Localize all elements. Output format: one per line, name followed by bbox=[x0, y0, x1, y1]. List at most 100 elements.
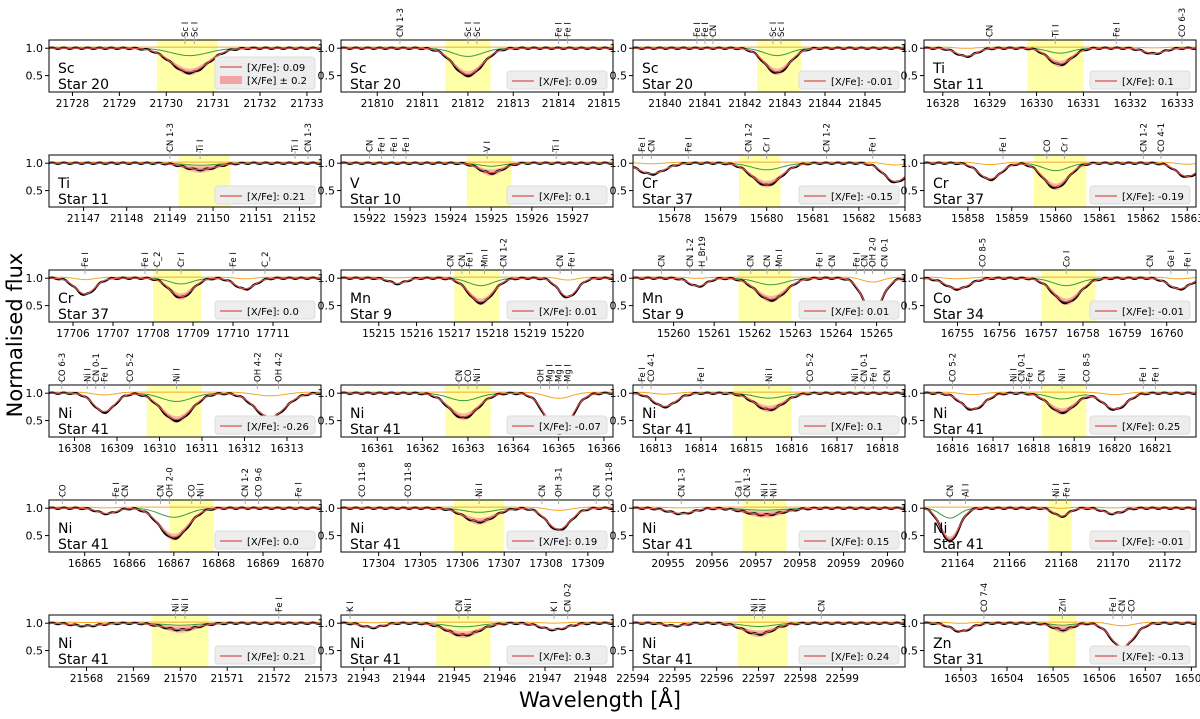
legend-box bbox=[1089, 70, 1191, 90]
fit-window bbox=[169, 500, 214, 552]
x-tick-label: 16869 bbox=[246, 558, 279, 570]
x-tick-label: 16759 bbox=[1108, 328, 1141, 340]
line-id-label: CN bbox=[709, 25, 719, 37]
line-id-label: CN bbox=[447, 255, 457, 267]
x-tick-label: 16362 bbox=[406, 443, 439, 455]
panel-frame bbox=[923, 614, 1197, 668]
y-tick-label: 0.5 bbox=[610, 300, 628, 313]
legend-xfe-label: [X/Fe]: 0.01 bbox=[539, 307, 597, 318]
x-tick-label: 22596 bbox=[700, 673, 734, 685]
line-id-label: CN 0-1 bbox=[92, 353, 102, 382]
legend-xfe-label: [X/Fe]: 0.24 bbox=[831, 652, 889, 663]
y-tick-label: 1.0 bbox=[610, 502, 628, 515]
line-id-label: OH 4-2 bbox=[253, 352, 263, 382]
line-id-label: Fe I bbox=[1109, 597, 1119, 612]
y-tick-label: 1.0 bbox=[610, 157, 628, 170]
line-id-label: Ni I bbox=[473, 368, 483, 382]
panel-cr-8: 0.5 1.0 15858 15859 15860 15861 15862 15863 Fe I… bbox=[901, 123, 1200, 225]
x-tick-label: 21168 bbox=[1045, 558, 1078, 570]
element-label: Sc bbox=[350, 61, 367, 77]
x-tick-label: 15925 bbox=[475, 213, 508, 225]
line-id-label: V I bbox=[483, 141, 493, 152]
fit-window bbox=[737, 615, 788, 667]
line-id-label: Fe I bbox=[465, 252, 475, 267]
line-id-label: Fe I bbox=[1062, 482, 1072, 497]
y-tick-label: 0.5 bbox=[610, 530, 628, 543]
model-spectrum-line bbox=[924, 507, 1196, 541]
line-id-label: Ni I bbox=[759, 598, 769, 612]
uncertainty-band bbox=[633, 623, 905, 637]
x-tick-label: 17708 bbox=[136, 328, 169, 340]
panel-ni-16: 0.5 1.0 16816 16817 16818 16819 16820 16821 CO 5… bbox=[901, 353, 1197, 455]
line-id-label: Fe I bbox=[390, 137, 400, 152]
line-id-label: CN 0-1 bbox=[860, 353, 870, 382]
fit-window bbox=[436, 615, 491, 667]
line-id-label: CO bbox=[1043, 139, 1053, 152]
x-tick-label: 16816 bbox=[775, 443, 809, 455]
x-tick-label: 16870 bbox=[291, 558, 324, 570]
legend-box bbox=[798, 300, 900, 320]
y-tick-label: 1.0 bbox=[26, 272, 44, 285]
x-tick-label: 21948 bbox=[574, 673, 607, 685]
x-tick-label: 20956 bbox=[695, 558, 729, 570]
fit-window bbox=[156, 40, 218, 92]
fit-window bbox=[466, 155, 512, 207]
line-id-label: CN bbox=[657, 255, 667, 267]
legend-xfe-label: [X/Fe]: 0.0 bbox=[247, 307, 299, 318]
star-label: Star 34 bbox=[933, 307, 984, 323]
x-tick-label: 15923 bbox=[393, 213, 426, 225]
x-tick-label: 17709 bbox=[176, 328, 209, 340]
x-tick-label: 16332 bbox=[1114, 98, 1147, 110]
x-tick-label: 21946 bbox=[483, 673, 517, 685]
x-tick-label: 21845 bbox=[848, 98, 881, 110]
y-tick-label: 1.0 bbox=[318, 387, 336, 400]
x-tick-label: 21814 bbox=[542, 98, 576, 110]
legend-box bbox=[798, 415, 900, 435]
line-id-label: Fe I bbox=[295, 482, 305, 497]
x-tick-label: 16757 bbox=[1024, 328, 1057, 340]
x-tick-label: 21568 bbox=[70, 673, 103, 685]
legend-box bbox=[1089, 530, 1191, 550]
x-tick-label: 15219 bbox=[513, 328, 546, 340]
x-tick-label: 21731 bbox=[196, 98, 229, 110]
panel-frame bbox=[48, 384, 322, 438]
y-tick-label: 0.5 bbox=[610, 415, 628, 428]
x-tick-label: 15922 bbox=[353, 213, 386, 225]
x-tick-label: 16507 bbox=[1129, 673, 1162, 685]
line-id-label: CN 1-2 bbox=[823, 123, 833, 152]
star-label: Star 37 bbox=[642, 192, 693, 208]
line-id-label: Cr I bbox=[177, 252, 187, 267]
x-tick-label: 16365 bbox=[542, 443, 575, 455]
legend-box bbox=[798, 530, 900, 550]
x-tick-label: 21843 bbox=[768, 98, 801, 110]
x-tick-label: 21149 bbox=[153, 213, 186, 225]
legend-xfe-label: [X/Fe]: 0.01 bbox=[831, 307, 889, 318]
line-id-label: Ti I bbox=[552, 139, 562, 153]
line-id-label: CN bbox=[365, 140, 375, 152]
x-tick-label: 16508 bbox=[1175, 673, 1200, 685]
line-id-label: Fe I bbox=[1151, 367, 1161, 382]
line-id-label: CN bbox=[592, 485, 602, 497]
panel-frame bbox=[340, 154, 614, 208]
legend-box bbox=[214, 185, 316, 205]
line-id-label: Fe I bbox=[684, 137, 694, 152]
x-tick-label: 16312 bbox=[228, 443, 261, 455]
line-id-label: Ni I bbox=[181, 598, 191, 612]
y-tick-label: 0.5 bbox=[318, 185, 336, 198]
line-id-label: CO 8-5 bbox=[979, 238, 989, 267]
x-tick-label: 21166 bbox=[993, 558, 1027, 570]
legend-box bbox=[214, 415, 316, 435]
x-tick-label: 16366 bbox=[587, 443, 621, 455]
legend-xfe-label: [X/Fe]: 0.15 bbox=[831, 537, 889, 548]
line-id-label: CN bbox=[1038, 370, 1048, 382]
panel-ni-14: 0.5 1.0 16361 16362 16363 16364 16365 16366 CN CO… bbox=[318, 364, 621, 455]
line-id-label: CN 0-1 bbox=[1017, 353, 1027, 382]
line-id-label: Fe I bbox=[564, 22, 574, 37]
star-label: Star 31 bbox=[933, 652, 984, 668]
y-tick-label: 0.5 bbox=[901, 70, 919, 83]
panel-frame bbox=[340, 269, 614, 323]
line-id-label: CN 1-3 bbox=[396, 8, 406, 37]
line-id-label: Fe I bbox=[697, 367, 707, 382]
x-tick-label: 16816 bbox=[936, 443, 970, 455]
